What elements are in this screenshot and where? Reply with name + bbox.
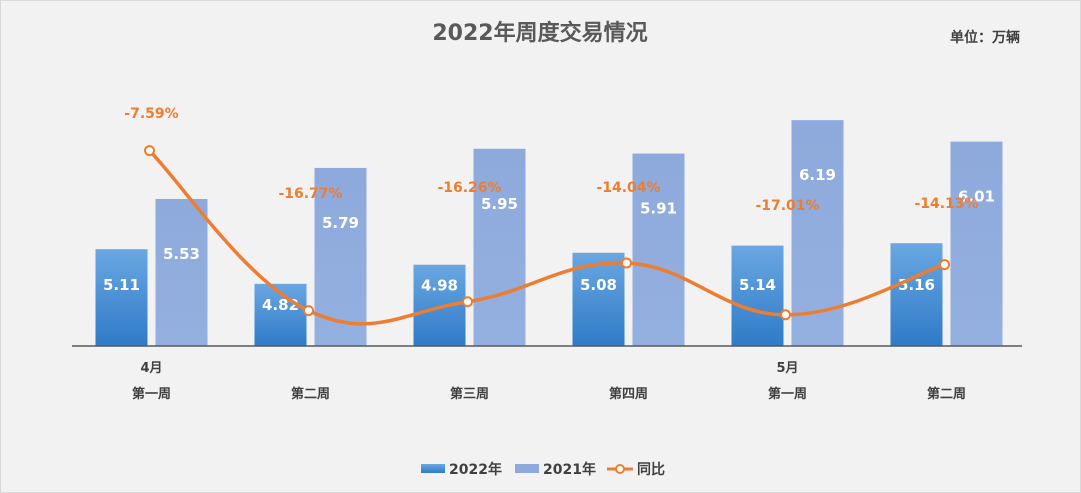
yoy-point-1 xyxy=(304,306,313,315)
legend-label-yoy: 同比 xyxy=(637,461,665,478)
legend-label-2022: 2022年 xyxy=(449,461,502,478)
x-tick-label-5: 第二周 xyxy=(927,386,966,402)
bar-value-label-2022-3: 5.08 xyxy=(580,276,617,294)
bar-value-label-2022-0: 5.11 xyxy=(103,276,140,294)
bar-value-label-2022-5: 5.16 xyxy=(898,276,935,294)
month-label-4: 5月 xyxy=(776,361,798,376)
bar-value-label-2022-1: 4.82 xyxy=(262,296,299,314)
chart: 2022年周度交易情况 单位：万辆 5.115.534.825.794.985.… xyxy=(0,0,1081,493)
x-tick-label-4: 第一周 xyxy=(768,386,807,402)
bar-2021-5 xyxy=(951,142,1003,346)
legend: 2022年 2021年 同比 xyxy=(421,461,665,478)
x-tick-label-0: 第一周 xyxy=(132,386,171,402)
yoy-label-3: -14.04% xyxy=(596,180,660,196)
bar-2022-5 xyxy=(891,243,943,346)
x-tick-label-2: 第三周 xyxy=(450,386,489,402)
chart-title: 2022年周度交易情况 xyxy=(432,20,647,46)
bars-layer: 5.11 5.53 4.82 5.79 4.98 5.95 5.08 5.91 5.14 6.19… xyxy=(96,120,1003,346)
bar-2022-4 xyxy=(732,246,784,346)
yoy-label-5: -14.13% xyxy=(914,196,978,212)
month-label-0: 4月 xyxy=(140,361,162,376)
yoy-point-2 xyxy=(463,297,472,306)
legend-swatch-2021 xyxy=(515,464,539,473)
yoy-point-5 xyxy=(940,260,949,269)
bar-value-label-2021-4: 6.19 xyxy=(799,166,836,184)
yoy-label-0: -7.59% xyxy=(124,106,178,122)
legend-label-2021: 2021年 xyxy=(543,461,596,478)
bar-2021-2 xyxy=(474,149,526,346)
yoy-label-1: -16.77% xyxy=(278,186,342,202)
legend-swatch-2022 xyxy=(421,464,445,473)
yoy-label-2: -16.26% xyxy=(437,180,501,196)
yoy-point-3 xyxy=(622,259,631,268)
bar-value-label-2021-0: 5.53 xyxy=(163,245,200,263)
bar-value-label-2022-2: 4.98 xyxy=(421,277,458,295)
x-tick-label-3: 第四周 xyxy=(609,386,648,402)
yoy-label-4: -17.01% xyxy=(755,198,819,214)
bar-value-label-2022-4: 5.14 xyxy=(739,276,776,294)
unit-label: 单位：万辆 xyxy=(950,29,1020,46)
bar-value-label-2021-3: 5.91 xyxy=(640,200,677,218)
bar-2022-0 xyxy=(96,249,148,346)
x-tick-label-1: 第二周 xyxy=(291,386,330,402)
bar-value-label-2021-1: 5.79 xyxy=(322,214,359,232)
bar-value-label-2021-2: 5.95 xyxy=(481,195,518,213)
yoy-point-0 xyxy=(145,146,154,155)
legend-swatch-yoy-marker xyxy=(616,465,624,473)
yoy-line-layer: -7.59% -16.77% -16.26% -14.04% -17.01% -14.13… xyxy=(124,106,978,324)
yoy-point-4 xyxy=(781,310,790,319)
bar-2021-0 xyxy=(156,199,208,346)
